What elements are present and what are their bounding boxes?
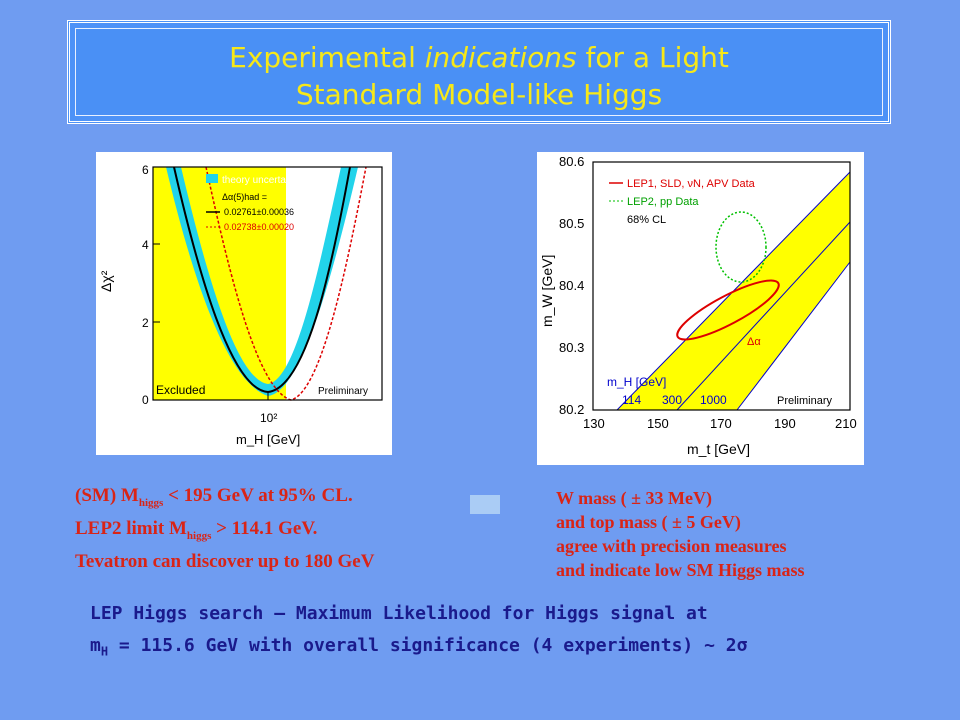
delta-chi2-plot: 6 4 2 0 Δχ² 10² m_H [GeV] theory uncerta… (96, 152, 392, 455)
y-tick-80-3: 80.3 (559, 340, 584, 355)
title-post: for a Light (577, 41, 729, 74)
legend-green: LEP2, pp Data (627, 196, 699, 208)
preliminary-label: Preliminary (318, 386, 368, 397)
y-tick-0: 0 (142, 393, 149, 407)
mass-line-3: agree with precision measures (556, 534, 805, 558)
mh-114: 114 (622, 393, 641, 407)
mass-line-2: and top mass ( ± 5 GeV) (556, 510, 805, 534)
y-tick-80-2: 80.2 (559, 402, 584, 417)
delta-chi2-svg: 6 4 2 0 Δχ² 10² m_H [GeV] theory uncerta… (96, 152, 392, 455)
excluded-label: Excluded (156, 383, 205, 397)
mh-300: 300 (662, 393, 682, 407)
lep-search-text: LEP Higgs search – Maximum Likelihood fo… (90, 598, 747, 668)
mw-mt-plot: 80.2 80.3 80.4 80.5 80.6 m_W [GeV] 130 1… (537, 152, 864, 465)
legend-swatch-band (206, 174, 218, 183)
sm-line-1: (SM) Mhiggs < 195 GeV at 95% CL. (75, 483, 374, 516)
lep-line-1: LEP Higgs search – Maximum Likelihood fo… (90, 598, 747, 630)
legend-cl: 68% CL (627, 214, 666, 226)
y-tick-4: 4 (142, 238, 149, 252)
y-tick-2: 2 (142, 316, 149, 330)
legend-solid: 0.02761±0.00036 (224, 207, 294, 217)
mass-text: W mass ( ± 33 MeV) and top mass ( ± 5 Ge… (556, 486, 805, 582)
slide-title: Experimental indications for a Light Sta… (70, 39, 888, 113)
sm-limits-text: (SM) Mhiggs < 195 GeV at 95% CL. LEP2 li… (75, 483, 374, 574)
delta-alpha-label: Δα (747, 336, 761, 348)
y-axis-label: m_W [GeV] (539, 255, 555, 327)
mass-line-1: W mass ( ± 33 MeV) (556, 486, 805, 510)
y-tick-6: 6 (142, 163, 149, 177)
sm-line-2: LEP2 limit Mhiggs > 114.1 GeV. (75, 516, 374, 549)
legend-theory: theory uncertainty (222, 175, 302, 186)
x-axis-label: m_t [GeV] (687, 441, 750, 457)
y-axis-label: Δχ² (98, 270, 114, 292)
y-tick-80-5: 80.5 (559, 216, 584, 231)
title-line-2: Standard Model-like Higgs (70, 76, 888, 113)
mass-line-4: and indicate low SM Higgs mass (556, 558, 805, 582)
legend-alpha: Δα(5)had = (222, 192, 267, 202)
x-tick-150: 150 (647, 416, 669, 431)
x-tick-100: 10² (260, 411, 277, 425)
title-box: Experimental indications for a Light Sta… (67, 20, 891, 124)
x-axis-label: m_H [GeV] (236, 432, 300, 447)
x-tick-190: 190 (774, 416, 796, 431)
legend-dotted: 0.02738±0.00020 (224, 222, 294, 232)
mw-mt-svg: 80.2 80.3 80.4 80.5 80.6 m_W [GeV] 130 1… (537, 152, 864, 465)
legend-red: LEP1, SLD, νN, APV Data (627, 178, 756, 190)
title-emphasis: indications (425, 41, 577, 74)
mh-label: m_H [GeV] (607, 375, 666, 389)
x-tick-210: 210 (835, 416, 857, 431)
x-tick-170: 170 (710, 416, 732, 431)
x-tick-130: 130 (583, 416, 605, 431)
preliminary-label: Preliminary (777, 395, 833, 407)
title-line-1: Experimental indications for a Light (70, 39, 888, 76)
connector-box (470, 495, 500, 514)
title-pre: Experimental (229, 41, 425, 74)
sm-line-3: Tevatron can discover up to 180 GeV (75, 549, 374, 574)
y-tick-80-6: 80.6 (559, 154, 584, 169)
lep-line-2: mH = 115.6 GeV with overall significance… (90, 630, 747, 668)
mh-1000: 1000 (700, 393, 727, 407)
y-tick-80-4: 80.4 (559, 278, 584, 293)
